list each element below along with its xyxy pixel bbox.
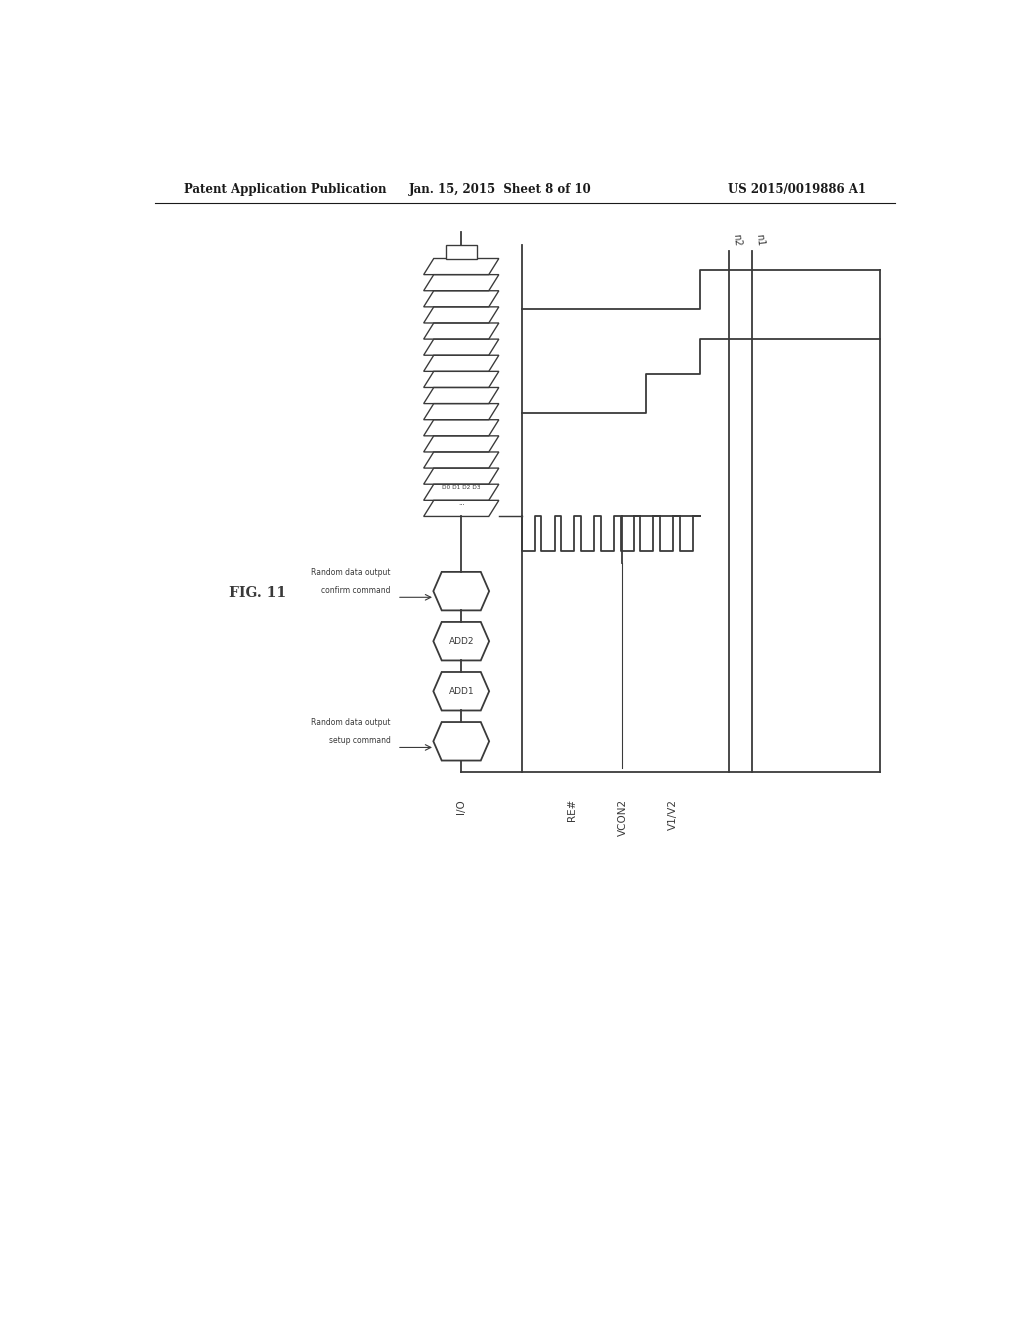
Text: V1/V2: V1/V2 (668, 799, 678, 830)
Text: US 2015/0019886 A1: US 2015/0019886 A1 (728, 183, 866, 197)
Text: setup command: setup command (329, 737, 391, 744)
Text: ADD1: ADD1 (449, 686, 474, 696)
Bar (445, 244, 477, 259)
Text: FIG. 11: FIG. 11 (228, 586, 286, 601)
Text: n1: n1 (755, 234, 765, 247)
Text: n2: n2 (731, 234, 742, 247)
Text: Jan. 15, 2015  Sheet 8 of 10: Jan. 15, 2015 Sheet 8 of 10 (409, 183, 592, 197)
Text: RE#: RE# (567, 799, 578, 821)
Text: ADD2: ADD2 (449, 636, 474, 645)
Text: Patent Application Publication: Patent Application Publication (183, 183, 386, 197)
Text: ...: ... (458, 499, 465, 506)
Text: D0 D1 D2 D3: D0 D1 D2 D3 (442, 484, 480, 490)
Text: confirm command: confirm command (322, 586, 391, 595)
Text: Random data output: Random data output (311, 718, 391, 727)
Text: VCON2: VCON2 (617, 799, 628, 836)
Text: Random data output: Random data output (311, 569, 391, 577)
Text: I/O: I/O (457, 799, 466, 814)
